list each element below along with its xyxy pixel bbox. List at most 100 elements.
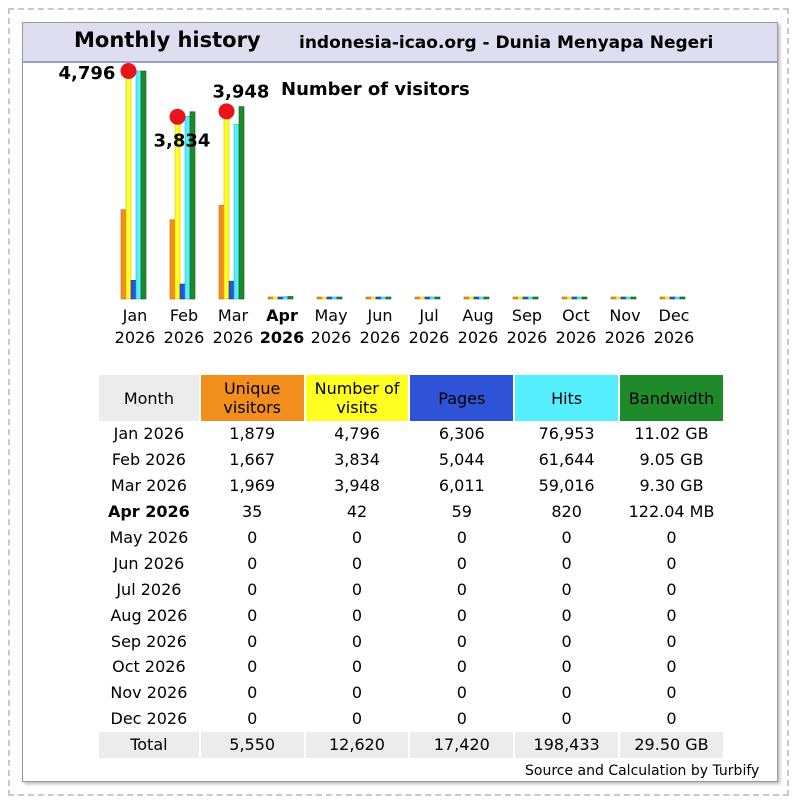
monthly-chart: Jan 2026 Feb 2026 Mar 2026 Apr 2026 May 2026 Jun 20… — [59, 63, 695, 347]
bar-0-jul — [414, 296, 421, 300]
cell-month: Apr 2026 — [107, 502, 190, 522]
x-tick-year-sep: 2026 — [507, 328, 548, 347]
cell-month: Oct 2026 — [112, 657, 186, 677]
bar-1-apr — [272, 296, 279, 300]
bar-4-nov — [630, 296, 637, 300]
marker-jan — [120, 63, 137, 79]
cell-pages: 0 — [456, 657, 467, 677]
x-tick-year-oct: 2026 — [556, 328, 597, 347]
cell-bandwidth: 0 — [666, 683, 677, 703]
cell-hits: 61,644 — [538, 450, 595, 470]
x-tick-year-aug: 2026 — [458, 328, 499, 347]
cell-unique: 1,969 — [229, 476, 276, 496]
cell-hits: 76,953 — [538, 424, 595, 444]
x-tick-year-nov: 2026 — [605, 328, 646, 347]
col-header-unique-visitors: Unique visitors — [200, 375, 304, 421]
bar-3-jul — [429, 296, 436, 300]
bar-0-apr — [267, 296, 274, 300]
cell-month: Feb 2026 — [111, 450, 186, 470]
bar-0-feb — [169, 219, 176, 300]
bar-0-nov — [610, 296, 617, 300]
cell-unique: 0 — [247, 657, 258, 677]
col-header-visits-line2: visits — [336, 398, 378, 417]
marker-feb — [169, 108, 186, 125]
table-row: Feb 2026 1,667 3,834 5,044 61,644 9.05 GB — [99, 447, 723, 473]
table-total-row: Total 5,550 12,620 17,420 198,433 29.50 GB — [99, 731, 723, 758]
cell-pages: 0 — [456, 709, 467, 729]
bar-3-sep — [527, 296, 534, 300]
cell-visits: 0 — [351, 579, 363, 599]
cell-month: Mar 2026 — [110, 476, 187, 496]
col-header-unique-line2: visitors — [223, 398, 282, 417]
table-body: Jan 2026 1,879 4,796 6,306 76,953 11.02 GB Feb… — [99, 421, 723, 758]
bar-3-nov — [625, 296, 632, 300]
x-tick-month-jul: Jul — [418, 306, 438, 325]
monthly-history-panel: Monthly history indonesia-icao.org - Dun… — [22, 22, 778, 782]
x-tick-month-dec: Dec — [659, 306, 690, 325]
col-header-bandwidth: Bandwidth — [620, 375, 723, 421]
col-header-hits: Hits — [515, 375, 619, 421]
table-row: Aug 2026 0 0 0 0 0 — [99, 602, 723, 628]
bar-4-jun — [385, 296, 392, 300]
cell-month: Aug 2026 — [110, 605, 188, 625]
cell-pages: 6,306 — [438, 424, 485, 444]
x-tick-month-nov: Nov — [609, 306, 640, 325]
bar-3-jan — [135, 70, 142, 300]
cell-visits: 0 — [351, 553, 363, 573]
cell-hits: 0 — [561, 631, 572, 651]
cell-hits: 0 — [561, 709, 572, 729]
bar-4-sep — [532, 296, 539, 300]
table-header-row: Month Unique visitors Number of visits P… — [99, 375, 723, 421]
cell-pages: 59 — [451, 502, 472, 522]
table-row: May 2026 0 0 0 0 0 — [99, 525, 723, 551]
bar-3-apr — [282, 296, 289, 300]
bar-1-jun — [370, 296, 377, 300]
col-header-unique-line1: Unique — [223, 379, 281, 398]
table-row: Mar 2026 1,969 3,948 6,011 59,016 9.30 GB — [99, 473, 723, 499]
bar-2-aug — [473, 296, 480, 300]
cell-hits: 0 — [561, 605, 572, 625]
cell-month: Dec 2026 — [110, 709, 188, 729]
bar-0-dec — [659, 296, 666, 300]
cell-pages: 0 — [456, 683, 467, 703]
bar-3-aug — [478, 296, 485, 300]
source-credit: Source and Calculation by Turbify — [525, 763, 760, 779]
table-row: Apr 2026 35 42 59 820 122.04 MB — [99, 499, 723, 525]
bar-2-jul — [424, 296, 431, 300]
cell-bandwidth: 122.04 MB — [628, 502, 715, 522]
cell-bandwidth: 0 — [666, 605, 677, 625]
x-tick-year-jan: 2026 — [115, 328, 156, 347]
bar-4-dec — [679, 296, 686, 300]
col-header-pages: Pages — [410, 375, 514, 421]
total-visits: 12,620 — [305, 731, 409, 758]
cell-unique: 1,667 — [229, 450, 276, 470]
bar-4-jan — [140, 70, 147, 300]
bar-2-mar — [228, 280, 235, 300]
x-tick-month-mar: Mar — [218, 306, 249, 325]
value-label-jan: 4,796 — [59, 63, 116, 84]
cell-month: Jan 2026 — [113, 424, 185, 444]
total-month: Total — [99, 731, 199, 758]
table-row: Jan 2026 1,879 4,796 6,306 76,953 11.02 GB — [99, 421, 723, 447]
cell-visits: 4,796 — [334, 424, 380, 444]
x-tick-month-sep: Sep — [512, 306, 542, 325]
x-tick-year-dec: 2026 — [654, 328, 695, 347]
bar-1-sep — [517, 296, 524, 300]
cell-bandwidth: 0 — [666, 553, 677, 573]
cell-visits: 0 — [351, 605, 363, 625]
x-tick-month-jan: Jan — [122, 306, 148, 325]
table-row: Jun 2026 0 0 0 0 0 — [99, 550, 723, 576]
cell-visits: 0 — [351, 528, 363, 547]
cell-hits: 0 — [561, 528, 572, 547]
bar-1-jan — [125, 70, 132, 300]
cell-month: Jun 2026 — [113, 553, 185, 573]
cell-bandwidth: 0 — [666, 709, 677, 729]
bar-4-aug — [483, 296, 490, 300]
bar-1-dec — [664, 296, 671, 300]
cell-unique: 1,879 — [229, 424, 276, 444]
cell-bandwidth: 9.05 GB — [639, 450, 704, 470]
x-tick-month-may: May — [314, 306, 347, 325]
cell-bandwidth: 11.02 GB — [634, 424, 709, 444]
col-header-visits-line1: Number of — [314, 379, 400, 398]
bar-3-dec — [674, 296, 681, 300]
